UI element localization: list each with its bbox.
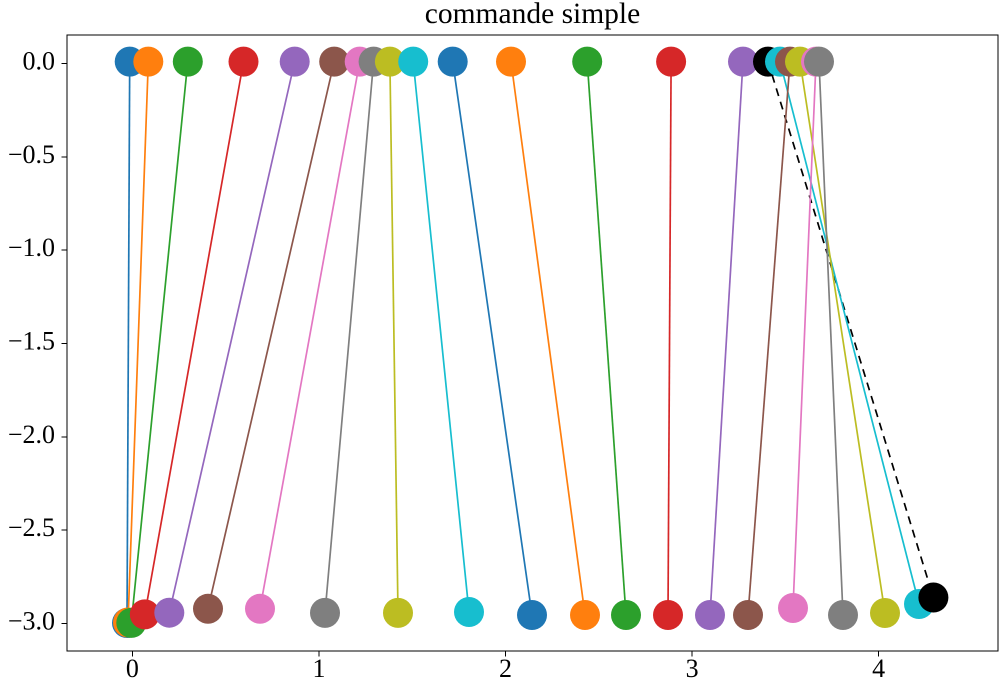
svg-text:3: 3 (686, 654, 699, 683)
svg-text:−1.5: −1.5 (8, 327, 55, 356)
svg-text:2: 2 (499, 654, 512, 683)
svg-text:−3.0: −3.0 (8, 607, 55, 636)
svg-text:−2.0: −2.0 (8, 420, 55, 449)
svg-text:4: 4 (872, 654, 885, 683)
svg-text:−0.5: −0.5 (8, 140, 55, 169)
svg-text:0: 0 (126, 654, 139, 683)
svg-text:1: 1 (313, 654, 326, 683)
svg-text:−2.5: −2.5 (8, 513, 55, 542)
svg-text:−1.0: −1.0 (8, 233, 55, 262)
svg-text:0.0: 0.0 (23, 47, 56, 76)
